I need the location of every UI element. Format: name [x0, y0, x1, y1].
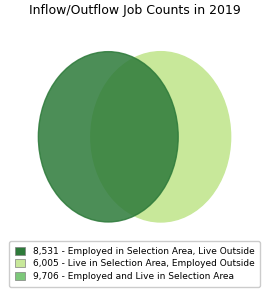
Circle shape: [91, 52, 231, 222]
Circle shape: [38, 52, 178, 222]
Legend: 8,531 - Employed in Selection Area, Live Outside, 6,005 - Live in Selection Area: 8,531 - Employed in Selection Area, Live…: [9, 241, 260, 287]
Title: Inflow/Outflow Job Counts in 2019: Inflow/Outflow Job Counts in 2019: [29, 4, 240, 17]
